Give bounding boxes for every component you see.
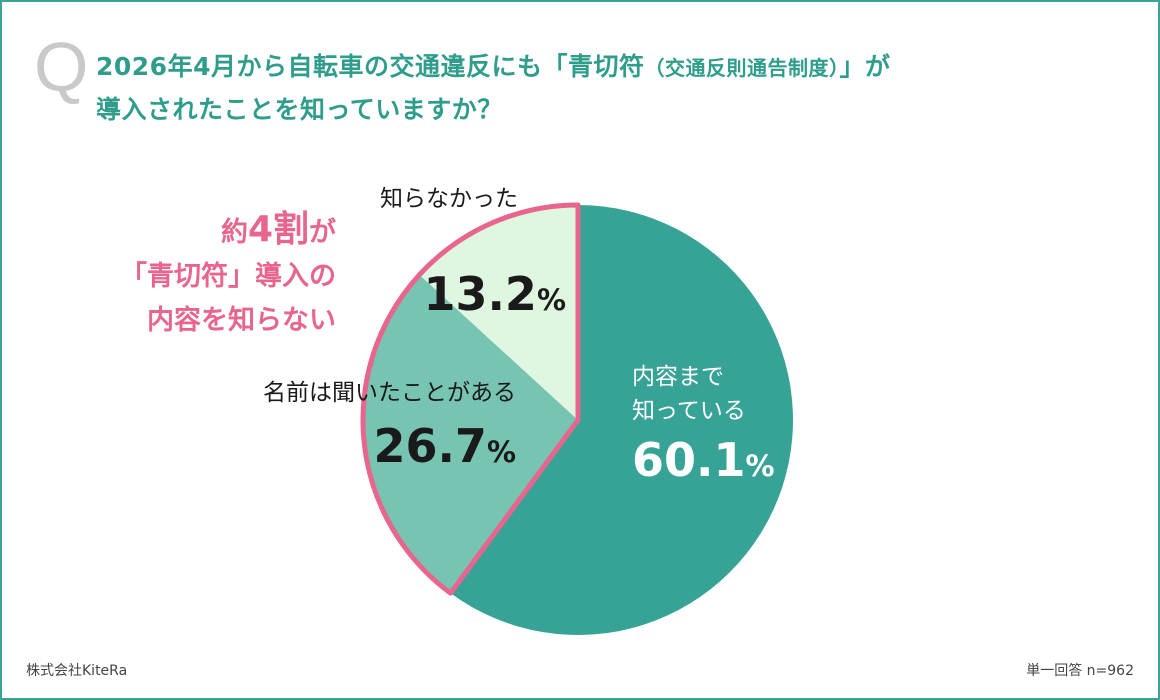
slice-label-0-line-0: 内容まで (632, 364, 724, 390)
question-line2: 導入されたことを知っていますか？ (96, 95, 503, 124)
company-name: 株式会社KiteRa (26, 663, 128, 679)
question-line1-small: （交通反則通告制度） (644, 56, 840, 80)
pie-slice-1 (362, 274, 578, 594)
question-mark-letter: Q (34, 28, 89, 106)
callout-line1-post: が (309, 217, 336, 248)
slice-value-0: 60.1% (632, 433, 775, 487)
callout-line2: 「青切符」導入の (120, 261, 336, 292)
question-line1-end: 」が (839, 52, 891, 81)
slice-label-2-line-0: 知らなかった (380, 186, 518, 212)
question-line1: 2026年4月から自転車の交通違反にも「青切符 (96, 52, 645, 81)
slice-value-1: 26.7% (373, 419, 516, 473)
slice-label-1-line-0: 名前は聞いたことがある (263, 380, 516, 406)
pie-slice-0 (450, 205, 793, 635)
callout-line1-pre: 約 (220, 217, 248, 248)
callout-text: 約4割が 「青切符」導入の 内容を知らない (96, 208, 336, 343)
callout-line3: 内容を知らない (147, 305, 336, 336)
callout-line1-big: 4割 (247, 209, 309, 250)
question-title: 2026年4月から自転車の交通違反にも「青切符（交通反則通告制度）」が 導入され… (96, 46, 1116, 131)
sample-size: 単一回答 n=962 (1026, 663, 1134, 679)
highlight-outline (360, 202, 581, 596)
slice-value-2: 13.2% (423, 267, 566, 321)
slice-label-0-line-1: 知っている (632, 398, 746, 424)
pie-slice-2 (419, 205, 578, 420)
